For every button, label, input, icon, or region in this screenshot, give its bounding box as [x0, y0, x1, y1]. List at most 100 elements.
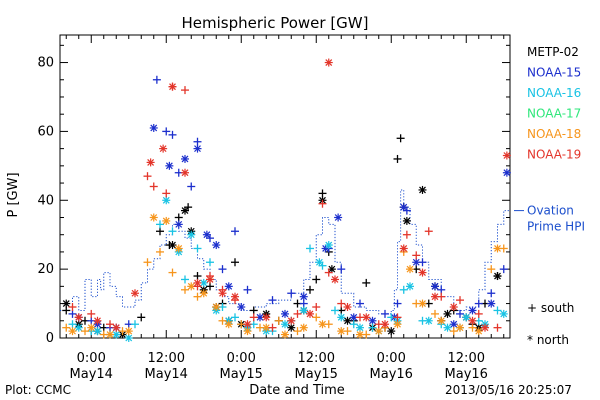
south-point	[156, 247, 164, 256]
south-point	[231, 258, 239, 267]
north-point	[393, 320, 402, 329]
south-point	[106, 320, 114, 329]
south-point	[456, 309, 464, 318]
south-point	[393, 313, 402, 322]
south-point	[293, 327, 302, 336]
north-point	[149, 123, 158, 132]
north-point	[193, 278, 202, 287]
south-point	[268, 296, 277, 305]
south-point	[231, 227, 239, 236]
north-point	[62, 299, 71, 308]
north-point	[468, 316, 477, 325]
north-point	[402, 216, 411, 225]
north-point	[481, 323, 489, 332]
north-point	[287, 323, 296, 332]
north-point	[93, 327, 102, 336]
x-tick-sublabel: May14	[145, 367, 188, 382]
south-point	[206, 282, 214, 291]
north-point	[343, 303, 352, 312]
south-point	[368, 323, 377, 332]
north-point	[424, 316, 433, 325]
legend-entry: NOAA-15	[527, 66, 581, 80]
north-point	[299, 323, 308, 332]
south-point	[68, 303, 77, 312]
south-point	[152, 75, 161, 84]
north-point	[159, 144, 168, 153]
south-point	[181, 86, 189, 95]
north-point	[306, 309, 314, 318]
south-point	[81, 327, 89, 336]
south-point	[456, 296, 464, 305]
plot-frame	[59, 34, 511, 339]
y-tick-label: 20	[37, 262, 54, 277]
north-point	[181, 206, 189, 215]
data-marks-layer	[62, 58, 511, 342]
south-point	[168, 268, 177, 277]
north-point	[315, 258, 324, 267]
north-point	[406, 265, 414, 274]
north-point	[443, 323, 452, 332]
north-point	[324, 241, 333, 250]
south-point	[193, 292, 202, 301]
legend-entry: NOAA-16	[527, 86, 581, 100]
north-point	[168, 82, 177, 91]
legend: METP-02 NOAA-15 NOAA-16 NOAA-17 NOAA-18 NOAA-…	[514, 45, 585, 347]
north-point	[124, 334, 133, 342]
north-point	[368, 316, 377, 325]
north-point	[74, 313, 83, 322]
south-point	[193, 137, 202, 146]
north-point	[462, 313, 471, 322]
x-tick-sublabel: May14	[70, 367, 113, 382]
y-tick-label: 60	[37, 124, 54, 139]
south-point	[306, 285, 314, 294]
south-point	[474, 299, 483, 308]
north-point	[431, 282, 439, 291]
south-point	[231, 313, 239, 322]
x-tick-label: 0:00	[77, 351, 106, 366]
south-point	[487, 289, 496, 298]
north-point	[431, 292, 439, 301]
north-point	[212, 241, 221, 250]
x-tick-sublabel: May16	[370, 367, 413, 382]
south-key: + south	[527, 301, 574, 315]
north-point	[381, 320, 389, 329]
south-point	[193, 272, 202, 281]
north-point	[174, 244, 183, 253]
south-point	[62, 323, 71, 332]
north-point	[168, 241, 177, 250]
north-point	[362, 313, 371, 322]
south-point	[468, 323, 477, 332]
south-point	[362, 278, 371, 287]
chart-title: Hemispheric Power [GW]	[182, 14, 369, 32]
x-axis-label: Date and Time	[249, 383, 345, 398]
north-point	[299, 292, 308, 301]
south-point	[168, 130, 177, 139]
ovation-prime-line	[60, 189, 510, 315]
south-point	[137, 313, 146, 322]
north-point	[199, 278, 208, 287]
north-point	[106, 330, 114, 339]
north-point	[193, 144, 202, 153]
south-point	[396, 134, 405, 143]
north-point	[406, 282, 414, 291]
north-point	[418, 268, 427, 277]
north-point	[281, 309, 289, 318]
footer-right: 2013/05/16 20:25:07	[445, 383, 572, 397]
south-point	[331, 306, 339, 315]
south-point	[449, 327, 458, 336]
south-point	[431, 309, 439, 318]
north-point	[499, 309, 508, 318]
north-point	[324, 58, 333, 67]
south-point	[287, 289, 296, 298]
south-point	[249, 313, 258, 322]
north-point	[74, 323, 83, 332]
south-point	[162, 189, 171, 198]
north-point	[162, 216, 171, 225]
legend-entry: NOAA-17	[527, 107, 581, 121]
south-point	[181, 285, 189, 294]
north-point	[493, 244, 502, 253]
north-point	[331, 275, 339, 284]
north-point	[112, 323, 121, 332]
south-point	[399, 285, 408, 294]
legend-entry: NOAA-19	[527, 148, 581, 162]
